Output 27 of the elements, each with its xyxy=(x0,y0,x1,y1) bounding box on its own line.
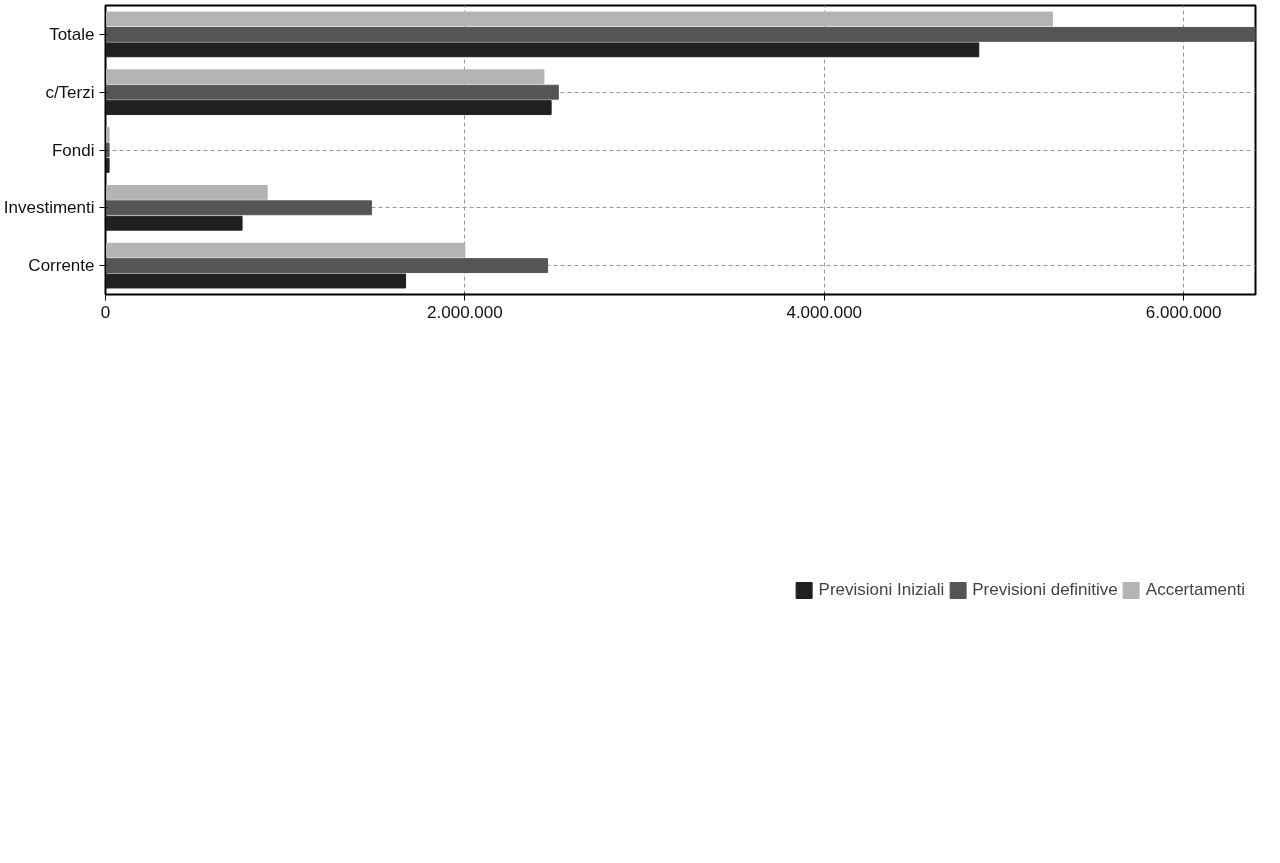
bar xyxy=(105,100,552,116)
legend-label: Previsioni definitive xyxy=(972,580,1118,600)
x-tick-label: 6.000.000 xyxy=(1145,302,1222,322)
x-tick-label: 2.000.000 xyxy=(427,302,503,322)
x-tick-label: 0 xyxy=(100,302,111,322)
bar xyxy=(105,127,110,143)
bar xyxy=(105,258,549,274)
bar xyxy=(105,242,466,258)
bar xyxy=(105,69,545,85)
y-tick-label: c/Terzi xyxy=(45,82,95,102)
y-tick-label: Investimenti xyxy=(3,198,95,218)
bar xyxy=(105,215,243,231)
bar xyxy=(105,184,268,200)
y-tick-label: Corrente xyxy=(28,256,95,276)
bar xyxy=(105,26,1256,42)
bar xyxy=(105,42,980,58)
bar xyxy=(105,273,407,289)
bar xyxy=(105,11,1053,27)
bar xyxy=(105,142,110,158)
bar xyxy=(105,157,110,173)
bar xyxy=(105,200,372,216)
y-tick-label: Fondi xyxy=(51,140,95,160)
y-tick-label: Totale xyxy=(49,24,95,44)
x-tick-label: 4.000.000 xyxy=(786,302,863,322)
legend-label: Accertamenti xyxy=(1145,580,1245,600)
legend-label: Previsioni Iniziali xyxy=(818,580,945,600)
bar xyxy=(105,84,559,100)
